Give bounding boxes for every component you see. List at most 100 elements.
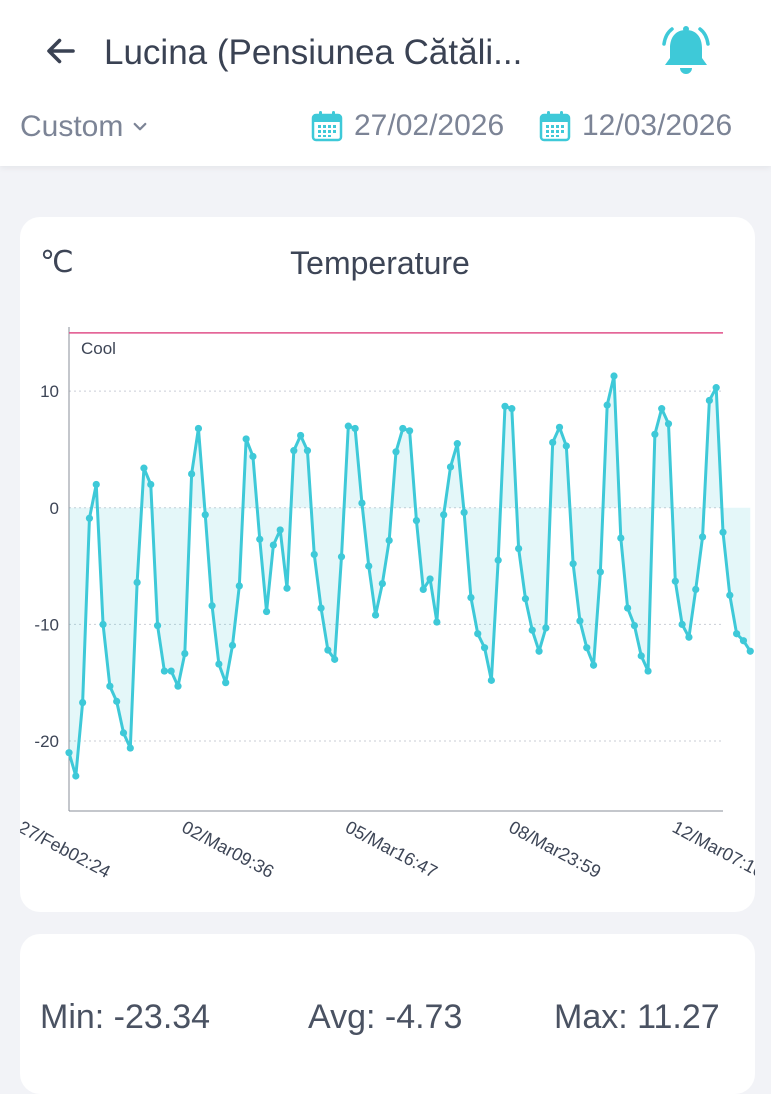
back-button[interactable] [40, 30, 82, 72]
data-point [140, 464, 148, 472]
data-point [358, 499, 366, 507]
chevron-down-icon [133, 122, 147, 131]
end-date-picker[interactable]: 12/03/2026 [538, 104, 732, 148]
y-tick-label: -20 [34, 732, 59, 751]
data-point [705, 396, 713, 405]
data-point [72, 772, 80, 780]
data-point [542, 624, 550, 632]
data-point [208, 602, 216, 610]
data-point [440, 511, 448, 519]
data-point [603, 401, 611, 409]
app-header: Lucina (Pensiunea Cătăli... Custom [0, 0, 771, 166]
data-point [419, 585, 427, 594]
data-point [412, 517, 421, 525]
chart-unit-label: ℃ [40, 246, 74, 279]
bell-icon [662, 26, 710, 74]
data-point [133, 578, 141, 587]
x-tick-label: 08/Mar23:59 [506, 817, 605, 882]
data-point [480, 644, 489, 652]
data-point [521, 595, 530, 603]
data-point [569, 560, 577, 568]
data-point [317, 604, 325, 612]
data-point [201, 511, 209, 519]
start-date-value: 27/02/2026 [354, 109, 505, 142]
x-tick-label: 12/Mar07:10 [669, 817, 755, 882]
range-select-label: Custom [20, 110, 124, 143]
data-point [692, 585, 700, 594]
temperature-chart[interactable]: -20 -10 0 10 Cool 27/Feb02:24 02/Mar09:36 05/Ma… [20, 217, 755, 912]
data-point [337, 553, 346, 561]
data-point [739, 637, 748, 645]
data-point [351, 424, 359, 433]
x-tick-label: 05/Mar16:47 [342, 817, 441, 882]
data-point [596, 568, 604, 576]
data-point [181, 649, 189, 658]
data-point [106, 682, 114, 690]
data-point [331, 655, 339, 663]
data-point [65, 749, 73, 757]
threshold-label: Cool [81, 339, 116, 358]
data-point [685, 633, 693, 641]
data-point [99, 620, 107, 628]
data-point [283, 584, 291, 592]
data-point [555, 423, 564, 431]
data-point [562, 442, 570, 450]
data-point [658, 405, 666, 413]
data-point [589, 661, 598, 669]
data-point [160, 667, 168, 675]
y-tick-label: -10 [34, 615, 59, 634]
data-point [630, 621, 639, 630]
stat-min: Min: -23.34 [40, 998, 211, 1036]
data-point [460, 508, 468, 517]
data-point [256, 535, 264, 543]
data-point [549, 438, 557, 447]
data-point [371, 611, 380, 619]
data-point [119, 729, 128, 737]
data-point [453, 440, 461, 448]
data-point [174, 682, 182, 690]
data-point [610, 372, 618, 380]
data-point [664, 420, 673, 428]
data-point [147, 480, 155, 489]
alarm-bell-button[interactable] [656, 24, 716, 80]
data-point [637, 652, 645, 660]
data-point [617, 534, 625, 542]
y-tick-label: 0 [50, 499, 59, 518]
data-point [528, 626, 536, 634]
data-point [726, 591, 734, 599]
data-point [515, 544, 523, 553]
chart-title: Temperature [290, 245, 470, 281]
data-point [235, 582, 243, 590]
data-point [153, 621, 162, 630]
data-point [79, 698, 87, 707]
data-point [344, 422, 352, 430]
data-point [92, 480, 100, 489]
calendar-icon [311, 111, 343, 142]
data-point [624, 604, 632, 612]
data-point [433, 618, 441, 626]
data-point [324, 646, 332, 654]
data-point [698, 533, 707, 541]
data-point [242, 435, 250, 443]
data-point [188, 470, 196, 478]
data-point [399, 424, 407, 433]
data-point [719, 528, 727, 536]
stat-max: Max: 11.27 [554, 998, 720, 1036]
data-point [494, 556, 502, 564]
stat-avg: Avg: -4.73 [308, 998, 463, 1036]
data-point [406, 427, 414, 435]
start-date-picker[interactable]: 27/02/2026 [310, 104, 504, 148]
data-point [446, 463, 455, 471]
data-point [746, 647, 754, 655]
data-point [126, 744, 134, 752]
stats-card: Min: -23.34 Avg: -4.73 Max: 11.27 [20, 934, 755, 1094]
range-select[interactable]: Custom [20, 106, 149, 148]
data-point [85, 514, 94, 522]
data-point [222, 679, 230, 687]
data-point [474, 630, 482, 638]
data-point [651, 430, 659, 438]
data-point [678, 620, 686, 628]
data-point [583, 644, 591, 652]
data-point [671, 577, 679, 585]
data-point [228, 641, 237, 649]
